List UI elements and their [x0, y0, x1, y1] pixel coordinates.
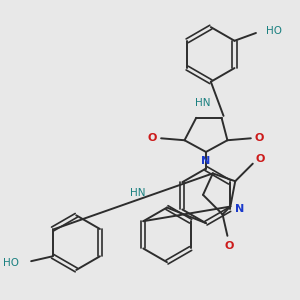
Text: HO: HO [266, 26, 282, 36]
Text: O: O [255, 133, 264, 143]
Text: HN: HN [195, 98, 211, 108]
Text: N: N [236, 203, 245, 214]
Text: HN: HN [130, 188, 145, 198]
Text: O: O [148, 133, 157, 143]
Text: HO: HO [4, 258, 20, 268]
Text: O: O [256, 154, 265, 164]
Text: O: O [225, 241, 234, 250]
Text: N: N [201, 156, 211, 166]
